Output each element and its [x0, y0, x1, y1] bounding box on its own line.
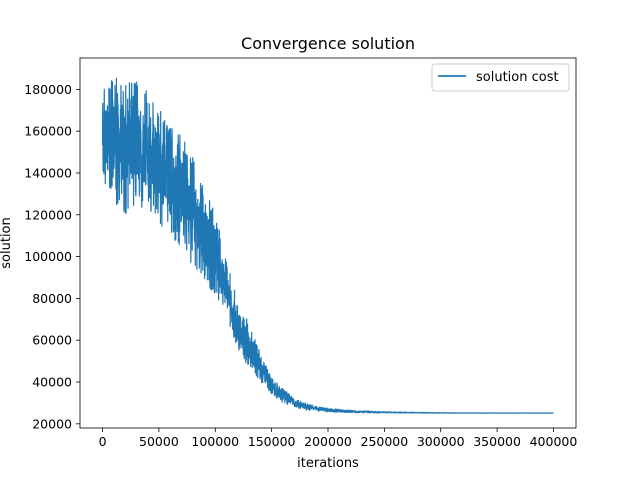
- y-tick-label: 60000: [32, 333, 72, 348]
- x-tick-label: 200000: [304, 434, 352, 449]
- y-axis: 20000 40000 60000 80000 100000 120000 140000 16…: [24, 82, 80, 431]
- plot-area: [80, 58, 576, 428]
- y-tick-label: 160000: [24, 124, 72, 139]
- y-tick-label: 120000: [24, 207, 72, 222]
- x-tick-label: 150000: [248, 434, 296, 449]
- chart-title: Convergence solution: [241, 34, 415, 53]
- x-tick-label: 400000: [530, 434, 578, 449]
- y-tick-label: 80000: [32, 291, 72, 306]
- x-tick-label: 0: [99, 434, 107, 449]
- y-tick-label: 20000: [32, 416, 72, 431]
- x-tick-label: 100000: [191, 434, 239, 449]
- legend: solution cost: [431, 63, 570, 92]
- x-tick-label: 350000: [473, 434, 521, 449]
- legend-label-solution-cost: solution cost: [476, 70, 559, 85]
- y-tick-label: 140000: [24, 165, 72, 180]
- y-axis-label: solution: [0, 217, 14, 268]
- plot-background: [80, 58, 576, 428]
- series-layer: [101, 77, 554, 414]
- x-axis-label: iterations: [297, 456, 359, 471]
- x-tick-label: 250000: [361, 434, 409, 449]
- legend-box: [431, 63, 570, 92]
- y-tick-label: 40000: [32, 375, 72, 390]
- y-tick-label: 100000: [24, 249, 72, 264]
- x-axis: 0 50000 100000 150000 200000 250000 300000 3500…: [99, 428, 578, 449]
- x-tick-label: 50000: [139, 434, 179, 449]
- y-tick-label: 180000: [24, 82, 72, 97]
- series-line-solution-cost: [101, 77, 554, 414]
- x-tick-label: 300000: [417, 434, 465, 449]
